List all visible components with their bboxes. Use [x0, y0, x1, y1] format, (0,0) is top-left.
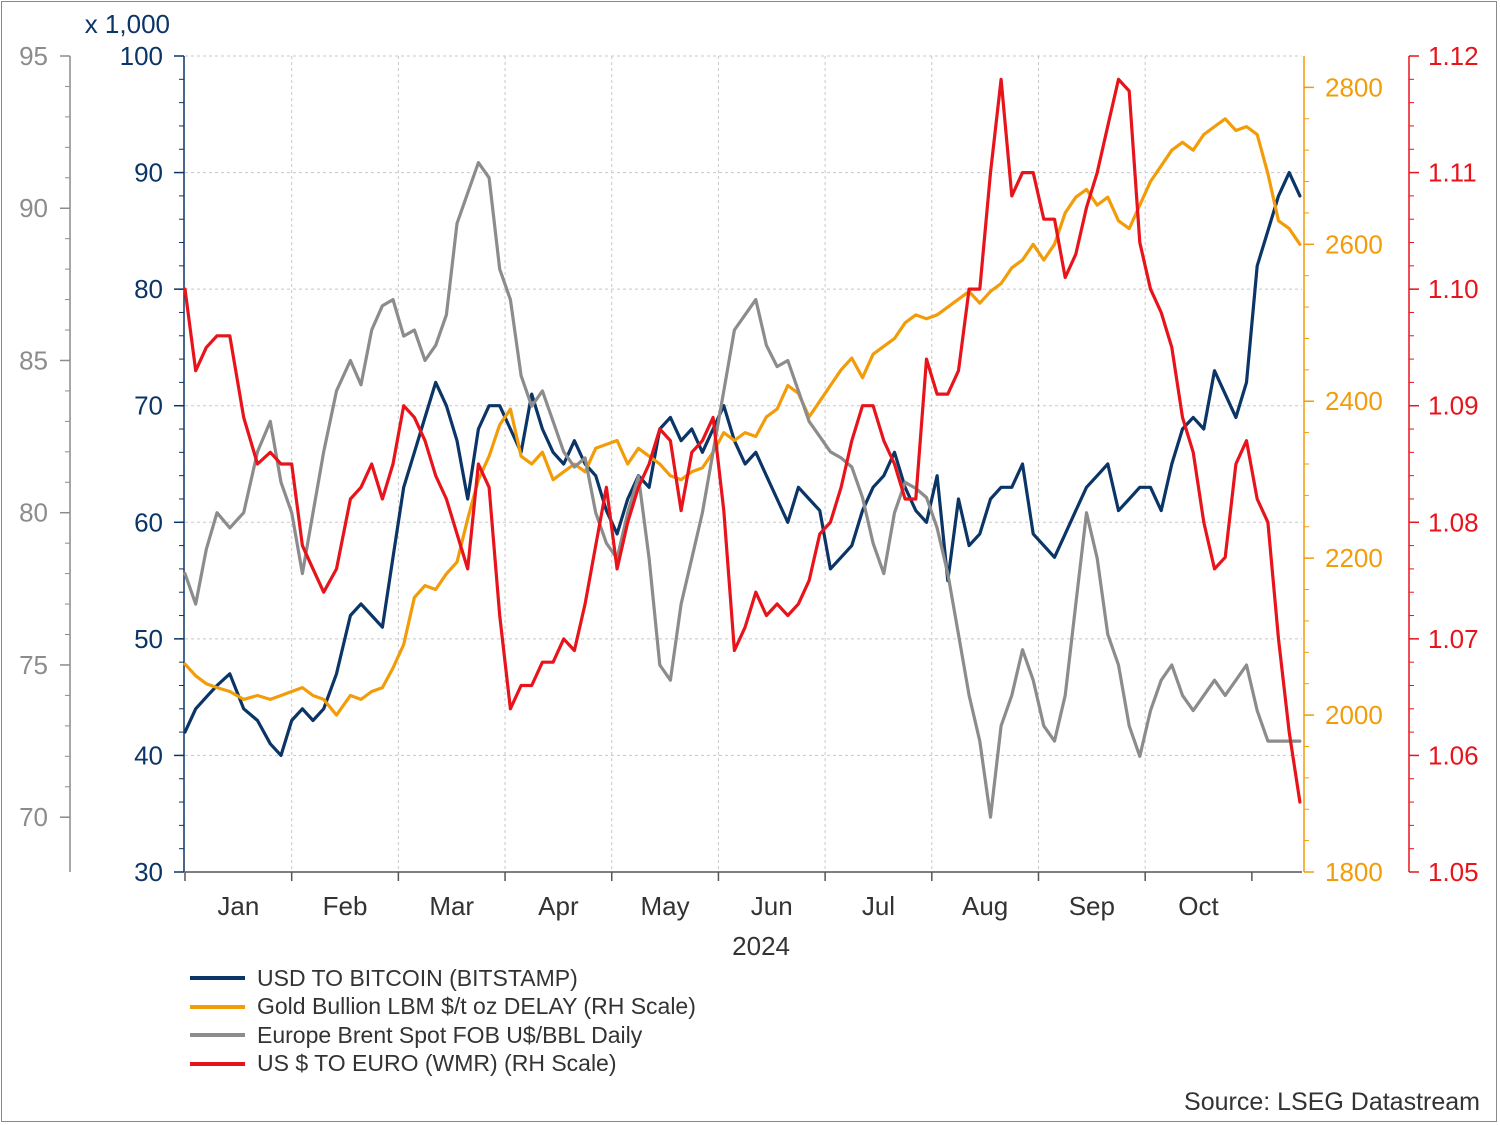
eurusd-axis-tick-label: 1.05 [1428, 857, 1479, 887]
legend-item-brent: Europe Brent Spot FOB U$/BBL Daily [190, 1021, 696, 1050]
gold-axis-tick-label: 2200 [1325, 543, 1383, 573]
gold-axis-tick-label: 1800 [1325, 857, 1383, 887]
source-note: Source: LSEG Datastream [1184, 1088, 1480, 1116]
legend-swatch-eurusd [190, 1061, 245, 1066]
brent-axis-tick-label: 80 [19, 498, 48, 528]
x-tick-label: Mar [429, 891, 474, 921]
bitcoin-axis-tick-label: 50 [134, 624, 163, 654]
legend: USD TO BITCOIN (BITSTAMP) Gold Bullion L… [190, 964, 696, 1078]
x-tick-label: Jul [862, 891, 895, 921]
legend-label-eurusd: US $ TO EURO (WMR) (RH Scale) [257, 1050, 617, 1077]
gold-axis-tick-label: 2400 [1325, 386, 1383, 416]
brent-axis-tick-label: 75 [19, 650, 48, 680]
eurusd-axis-tick-label: 1.06 [1428, 740, 1479, 770]
bitcoin-axis-tick-label: 40 [134, 740, 163, 770]
x-tick-label: May [641, 891, 690, 921]
brent-axis-tick-label: 85 [19, 345, 48, 375]
legend-label-gold: Gold Bullion LBM $/t oz DELAY (RH Scale) [257, 993, 696, 1020]
series-line-eurusd [183, 77, 1302, 804]
series-lines [183, 77, 1302, 819]
x-tick-label: Oct [1178, 891, 1219, 921]
bitcoin-axis-tick-label: 60 [134, 507, 163, 537]
x-tick-label: Apr [538, 891, 579, 921]
x-tick-label: Aug [962, 891, 1008, 921]
legend-label-brent: Europe Brent Spot FOB U$/BBL Daily [257, 1021, 643, 1048]
gold-axis-tick-label: 2600 [1325, 229, 1383, 259]
axes: Jan Feb Mar Apr May Jun Jul Aug Sep Oct 2024 95 90 85… [19, 9, 1479, 961]
brent-axis-tick-label: 70 [19, 802, 48, 832]
bitcoin-axis-tick-label: 100 [120, 41, 163, 71]
x-tick-label: Sep [1069, 891, 1115, 921]
legend-item-bitcoin: USD TO BITCOIN (BITSTAMP) [190, 964, 696, 993]
brent-axis-tick-label: 95 [19, 41, 48, 71]
legend-swatch-bitcoin [190, 976, 245, 981]
eurusd-axis-tick-label: 1.08 [1428, 507, 1479, 537]
x-tick-label: Jun [751, 891, 793, 921]
series-line-gold [183, 117, 1302, 717]
legend-item-gold: Gold Bullion LBM $/t oz DELAY (RH Scale) [190, 993, 696, 1022]
eurusd-axis-tick-label: 1.09 [1428, 391, 1479, 421]
x-tick-label: Feb [323, 891, 368, 921]
brent-axis-tick-label: 90 [19, 193, 48, 223]
legend-label-bitcoin: USD TO BITCOIN (BITSTAMP) [257, 964, 578, 991]
eurusd-axis-tick-label: 1.11 [1428, 158, 1477, 188]
eurusd-axis-tick-label: 1.10 [1428, 274, 1479, 304]
series-line-brent [183, 161, 1302, 819]
gold-axis-tick-label: 2800 [1325, 72, 1383, 102]
series-line-bitcoin [183, 171, 1302, 758]
bitcoin-axis-multiplier: x 1,000 [85, 9, 170, 39]
bitcoin-axis-tick-label: 70 [134, 391, 163, 421]
legend-item-eurusd: US $ TO EURO (WMR) (RH Scale) [190, 1050, 696, 1079]
gold-axis-tick-label: 2000 [1325, 700, 1383, 730]
bitcoin-axis-tick-label: 90 [134, 158, 163, 188]
legend-swatch-gold [190, 1004, 245, 1009]
bitcoin-axis-tick-label: 30 [134, 857, 163, 887]
x-tick-label: Jan [217, 891, 259, 921]
eurusd-axis-tick-label: 1.12 [1428, 41, 1479, 71]
bitcoin-axis-tick-label: 80 [134, 274, 163, 304]
legend-swatch-brent [190, 1033, 245, 1038]
eurusd-axis-tick-label: 1.07 [1428, 624, 1479, 654]
x-year-label: 2024 [732, 931, 790, 961]
